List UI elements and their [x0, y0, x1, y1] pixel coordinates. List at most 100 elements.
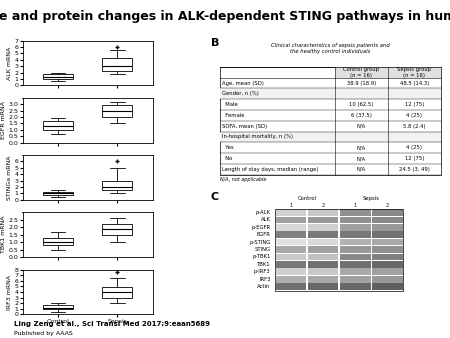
Bar [372, 276, 403, 283]
Bar [340, 276, 371, 283]
Bar [220, 89, 441, 99]
Bar [275, 239, 306, 245]
Bar [275, 261, 306, 268]
Bar [275, 231, 306, 238]
Text: 4 (25): 4 (25) [406, 145, 423, 150]
PathPatch shape [43, 238, 73, 245]
Bar [275, 224, 306, 231]
Text: Clinical characteristics of sepsis patients and
the healthy control individuals: Clinical characteristics of sepsis patie… [271, 43, 390, 54]
Y-axis label: TBK1 mRNA: TBK1 mRNA [1, 216, 6, 254]
Y-axis label: ALK mRNA: ALK mRNA [7, 46, 12, 79]
Text: 12 (75): 12 (75) [405, 156, 424, 161]
Bar [372, 209, 403, 216]
Text: N/A: N/A [357, 156, 366, 161]
Text: 4 (25): 4 (25) [406, 113, 423, 118]
Bar [275, 254, 306, 260]
PathPatch shape [103, 58, 132, 71]
Bar [372, 239, 403, 245]
Text: Length of stay days, median (range): Length of stay days, median (range) [222, 167, 318, 172]
Text: IRF3: IRF3 [259, 277, 270, 282]
Bar [372, 283, 403, 290]
Text: Male: Male [222, 102, 238, 107]
Bar [275, 209, 403, 291]
Bar [340, 261, 371, 268]
Text: Control: Control [297, 196, 316, 201]
Bar [308, 254, 338, 260]
Text: SOFA, mean (SD): SOFA, mean (SD) [222, 124, 267, 129]
Bar [340, 246, 371, 253]
Bar [340, 231, 371, 238]
Text: Sepsis group
(n = 16): Sepsis group (n = 16) [397, 67, 432, 78]
Bar [308, 268, 338, 275]
Text: 1: 1 [289, 203, 292, 208]
Text: Yes: Yes [222, 145, 234, 150]
Text: 2: 2 [386, 203, 389, 208]
Text: ALK: ALK [261, 217, 270, 222]
Text: p-TBK1: p-TBK1 [252, 255, 270, 260]
Text: Sepsis: Sepsis [363, 196, 380, 201]
Bar [220, 131, 441, 142]
Bar [308, 276, 338, 283]
Bar [220, 67, 441, 175]
Bar [340, 268, 371, 275]
Text: Age, mean (SD): Age, mean (SD) [222, 80, 264, 86]
PathPatch shape [43, 74, 73, 79]
Bar [372, 224, 403, 231]
Bar [275, 217, 306, 223]
Text: Published by AAAS: Published by AAAS [14, 331, 72, 336]
Text: Science: Science [372, 303, 396, 308]
Bar [372, 231, 403, 238]
Text: 10 (62.5): 10 (62.5) [349, 102, 373, 107]
Bar [308, 261, 338, 268]
Bar [372, 268, 403, 275]
PathPatch shape [103, 105, 132, 117]
Bar [308, 209, 338, 216]
PathPatch shape [103, 288, 132, 297]
PathPatch shape [43, 192, 73, 195]
Bar [308, 217, 338, 223]
Bar [308, 283, 338, 290]
Text: 24.5 (3, 49): 24.5 (3, 49) [399, 167, 430, 172]
Text: Medicine: Medicine [362, 315, 405, 324]
Text: STING: STING [255, 247, 270, 252]
Bar [372, 246, 403, 253]
Text: Ling Zeng et al., Sci Transl Med 2017;9:eaan5689: Ling Zeng et al., Sci Transl Med 2017;9:… [14, 321, 210, 327]
Bar [372, 254, 403, 260]
Y-axis label: EGFR mRNA: EGFR mRNA [1, 101, 6, 139]
Bar [308, 239, 338, 245]
Text: p-IRF3: p-IRF3 [254, 269, 270, 274]
Bar [275, 268, 306, 275]
Bar [308, 224, 338, 231]
Bar [308, 231, 338, 238]
Bar [388, 67, 441, 78]
Text: 2: 2 [322, 203, 324, 208]
Text: 12 (75): 12 (75) [405, 102, 424, 107]
Text: TBK1: TBK1 [257, 262, 270, 267]
Bar [275, 209, 306, 216]
PathPatch shape [103, 224, 132, 235]
Text: Control group
(n = 16): Control group (n = 16) [343, 67, 379, 78]
PathPatch shape [43, 121, 73, 130]
Text: No: No [222, 156, 232, 161]
Text: C: C [211, 192, 219, 202]
Bar [340, 224, 371, 231]
Text: N/A: N/A [357, 124, 366, 129]
Text: 6 (37.5): 6 (37.5) [351, 113, 372, 118]
Text: N/A: N/A [357, 167, 366, 172]
PathPatch shape [43, 306, 73, 309]
Bar [308, 246, 338, 253]
Text: Fig. 8. Gene and protein changes in ALK-dependent STING pathways in human sepsis: Fig. 8. Gene and protein changes in ALK-… [0, 10, 450, 23]
Bar [275, 276, 306, 283]
Text: EGFR: EGFR [256, 232, 270, 237]
Text: Gender, n (%): Gender, n (%) [222, 91, 259, 96]
Bar [340, 209, 371, 216]
Bar [340, 283, 371, 290]
Text: p-EGFR: p-EGFR [252, 225, 270, 230]
Bar [335, 67, 388, 78]
Text: N/A, not applicable: N/A, not applicable [220, 177, 266, 183]
Text: p-STING: p-STING [249, 240, 270, 245]
Text: ■ AAAS: ■ AAAS [367, 327, 400, 336]
Bar [340, 217, 371, 223]
PathPatch shape [103, 180, 132, 190]
Text: 48.5 (14.3): 48.5 (14.3) [400, 80, 429, 86]
